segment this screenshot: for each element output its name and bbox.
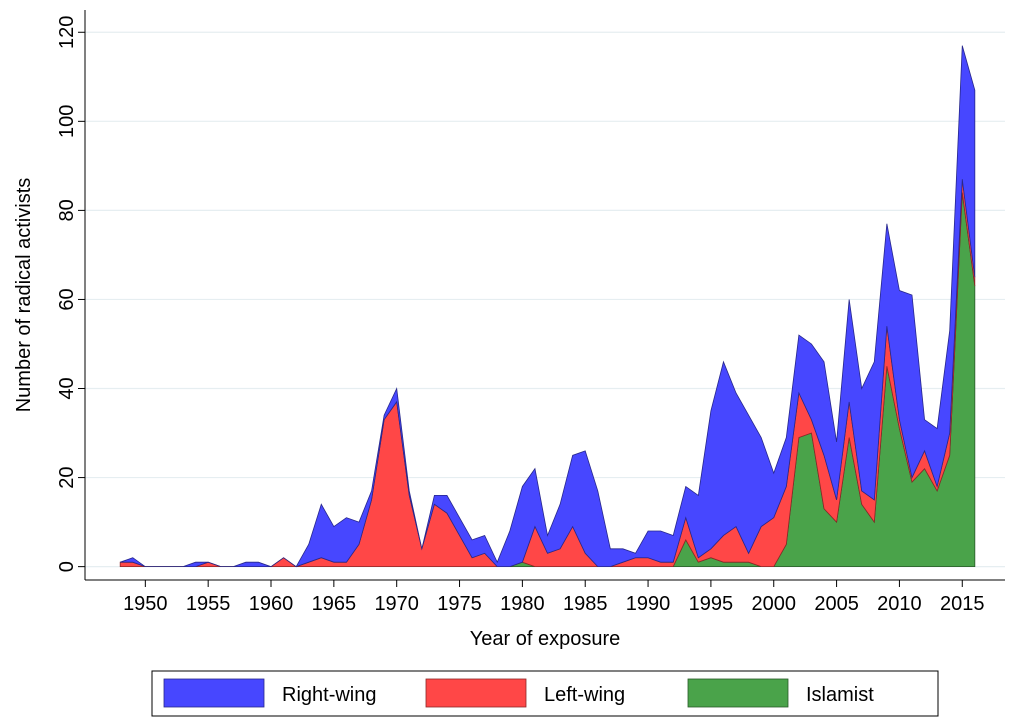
y-tick-label: 120 [56, 16, 78, 49]
x-tick-label: 1965 [312, 593, 357, 615]
x-tick-label: 2015 [940, 593, 985, 615]
legend-swatch [163, 678, 265, 708]
x-tick-label: 1985 [563, 593, 608, 615]
x-tick-label: 1955 [186, 593, 231, 615]
y-tick-label: 80 [56, 199, 78, 221]
x-tick-label: 1995 [689, 593, 734, 615]
x-tick-label: 2010 [877, 593, 922, 615]
x-tick-label: 1960 [249, 593, 294, 615]
y-tick-label: 40 [56, 377, 78, 399]
x-tick-label: 2005 [814, 593, 859, 615]
x-tick-label: 1975 [437, 593, 482, 615]
y-tick-label: 100 [56, 105, 78, 138]
area [120, 45, 976, 568]
x-tick-label: 2000 [751, 593, 796, 615]
x-tick-label: 1950 [123, 593, 168, 615]
x-tick-label: 1980 [500, 593, 545, 615]
x-tick-label: 1970 [374, 593, 419, 615]
legend-swatch [425, 678, 527, 708]
legend-box [151, 670, 939, 717]
y-tick-label: 20 [56, 466, 78, 488]
x-tick-label: 1990 [626, 593, 671, 615]
y-tick-label: 60 [56, 288, 78, 310]
x-axis-title: Year of exposure [470, 628, 620, 650]
legend-label: Left-wing [544, 684, 625, 706]
y-tick-label: 0 [56, 561, 78, 572]
legend-label: Right-wing [282, 684, 376, 706]
legend-label: Islamist [806, 684, 874, 706]
legend-swatch [687, 678, 789, 708]
y-axis-title: Number of radical activists [13, 178, 35, 413]
